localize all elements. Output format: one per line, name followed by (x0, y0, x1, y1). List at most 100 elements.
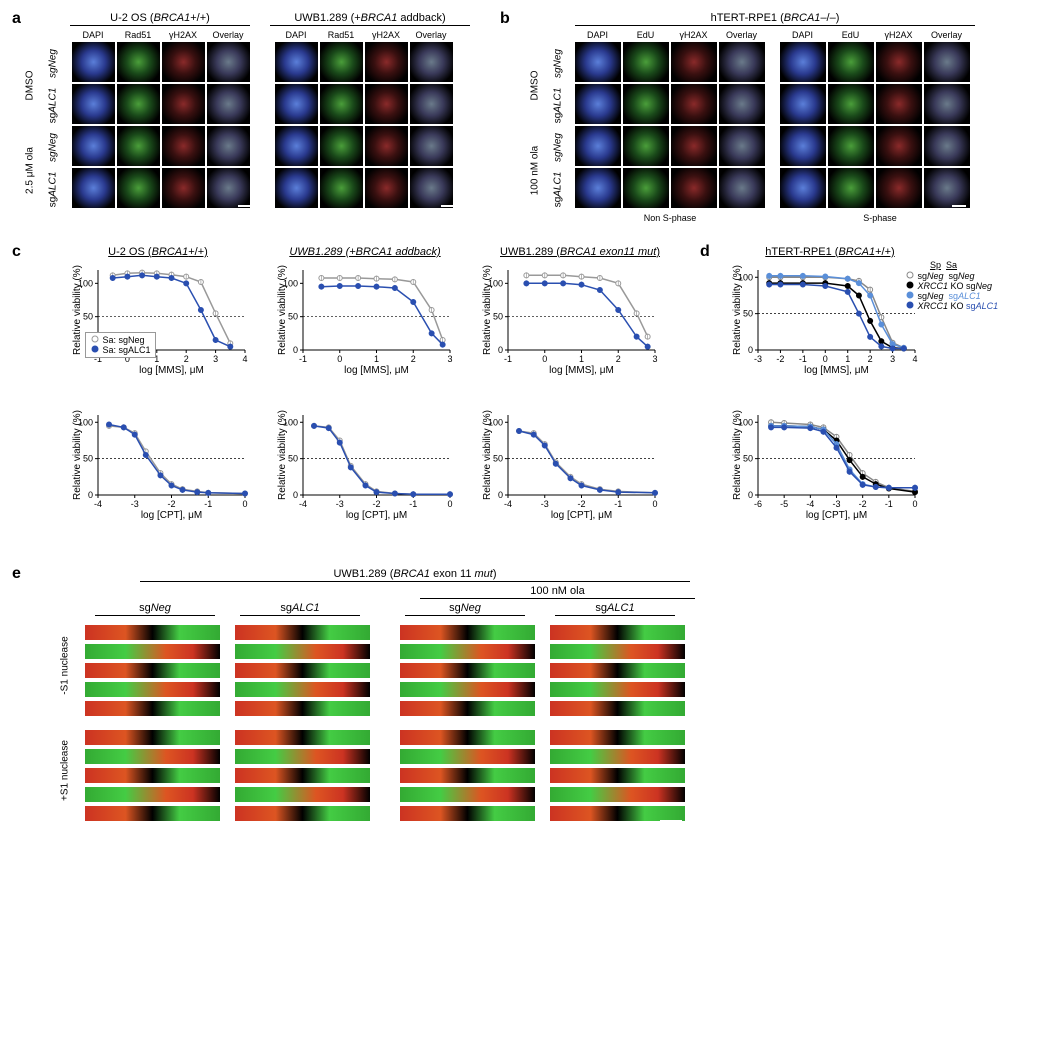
panel-c-label: c (12, 243, 21, 261)
micro-cell (623, 126, 669, 166)
panel-a-header2: UWB1.289 (+BRCA1 addback) (270, 12, 470, 26)
micro-cell (72, 42, 115, 82)
micro-cell (671, 168, 717, 208)
fiber-image (85, 768, 220, 783)
pe-ola-header: 100 nM ola (420, 585, 695, 599)
micro-cell (207, 84, 250, 124)
svg-text:50: 50 (288, 312, 298, 322)
svg-text:-3: -3 (541, 499, 549, 509)
fiber-image (400, 644, 535, 659)
pa-col-dapi-2: DAPI (275, 30, 317, 40)
svg-text:50: 50 (743, 454, 753, 464)
pa-col-h2ax-1: γH2AX (162, 30, 204, 40)
micro-cell (117, 84, 160, 124)
svg-text:log [CPT], μM: log [CPT], μM (806, 510, 867, 521)
micro-cell (162, 84, 205, 124)
micro-cell (575, 84, 621, 124)
micro-cell (320, 126, 363, 166)
svg-text:3: 3 (890, 354, 895, 364)
chart-d-mms: 050100-3-2-101234log [MMS], μMRelative v… (730, 265, 920, 380)
svg-text:Relative viability (%): Relative viability (%) (732, 410, 743, 500)
pa-col-dapi-1: DAPI (72, 30, 114, 40)
svg-text:1: 1 (845, 354, 850, 364)
micro-cell (72, 126, 115, 166)
fiber-image (85, 682, 220, 697)
svg-text:Relative viability (%): Relative viability (%) (482, 265, 493, 355)
fiber-image (400, 749, 535, 764)
svg-text:3: 3 (213, 354, 218, 364)
pa-side-dmso: DMSO (25, 56, 36, 116)
svg-text:-2: -2 (167, 499, 175, 509)
svg-text:-2: -2 (372, 499, 380, 509)
chart-c1-cpt: 050100-4-3-2-10log [CPT], μMRelative via… (70, 410, 250, 525)
micro-cell (671, 42, 717, 82)
fiber-image (235, 663, 370, 678)
svg-text:4: 4 (242, 354, 247, 364)
svg-text:0: 0 (748, 490, 753, 500)
fiber-image (235, 625, 370, 640)
micro-cell (410, 126, 453, 166)
micro-cell (117, 42, 160, 82)
fiber-image (85, 625, 220, 640)
fiber-image (235, 749, 370, 764)
pb-col-3: Overlay (719, 30, 764, 40)
svg-text:-1: -1 (204, 499, 212, 509)
svg-text:2: 2 (184, 354, 189, 364)
fiber-image (400, 701, 535, 716)
micro-cell (828, 126, 874, 166)
svg-text:0: 0 (242, 499, 247, 509)
micro-cell (320, 42, 363, 82)
micro-cell (162, 126, 205, 166)
fiber-image (85, 730, 220, 745)
svg-text:-1: -1 (614, 499, 622, 509)
fiber-image (550, 644, 685, 659)
pa-col-rad51-1: Rad51 (117, 30, 159, 40)
chart-c2-mms: 050100-10123log [MMS], μMRelative viabil… (275, 265, 455, 380)
micro-cell (623, 168, 669, 208)
chart-c3-cpt: 050100-4-3-2-10log [CPT], μMRelative via… (480, 410, 660, 525)
micro-cell (719, 126, 765, 166)
pc-header2: UWB1.289 (+BRCA1 addback) (265, 246, 465, 258)
svg-text:Relative viability (%): Relative viability (%) (277, 410, 288, 500)
micro-cell (162, 42, 205, 82)
micro-cell (365, 126, 408, 166)
svg-text:3: 3 (652, 354, 657, 364)
svg-text:-1: -1 (885, 499, 893, 509)
micro-cell (828, 84, 874, 124)
micro-cell (275, 126, 318, 166)
pa-col-overlay-2: Overlay (410, 30, 452, 40)
micro-cell (780, 42, 826, 82)
micro-cell (924, 84, 970, 124)
fiber-image (85, 749, 220, 764)
panel-e-label: e (12, 565, 21, 583)
fiber-image (235, 644, 370, 659)
svg-text:-3: -3 (336, 499, 344, 509)
fiber-image (400, 682, 535, 697)
fiber-image (400, 806, 535, 821)
pe-cond-0: sgNeg (95, 602, 215, 616)
micro-cell (575, 168, 621, 208)
svg-text:log [CPT], μM: log [CPT], μM (346, 510, 407, 521)
fiber-image (85, 787, 220, 802)
svg-text:-4: -4 (299, 499, 307, 509)
pa-col-h2ax-2: γH2AX (365, 30, 407, 40)
fiber-image (550, 682, 685, 697)
pb-below-1: Non S-phase (610, 213, 730, 223)
micro-cell (719, 42, 765, 82)
micro-cell (320, 168, 363, 208)
micro-cell (780, 84, 826, 124)
micro-cell (72, 84, 115, 124)
svg-text:Relative viability (%): Relative viability (%) (72, 265, 83, 355)
pa-sub-sgneg-2: sgNeg (48, 127, 59, 169)
pc-header1: U-2 OS (BRCA1+/+) (73, 246, 243, 258)
svg-text:0: 0 (748, 345, 753, 355)
micro-cell (623, 84, 669, 124)
micro-cell (207, 168, 250, 208)
micro-cell (275, 84, 318, 124)
pb-col-6: γH2AX (876, 30, 921, 40)
fiber-image (400, 768, 535, 783)
pe-cond-1: sgALC1 (240, 602, 360, 616)
micro-cell (924, 42, 970, 82)
fiber-image (550, 625, 685, 640)
pb-side-ola: 100 nM ola (530, 136, 541, 206)
